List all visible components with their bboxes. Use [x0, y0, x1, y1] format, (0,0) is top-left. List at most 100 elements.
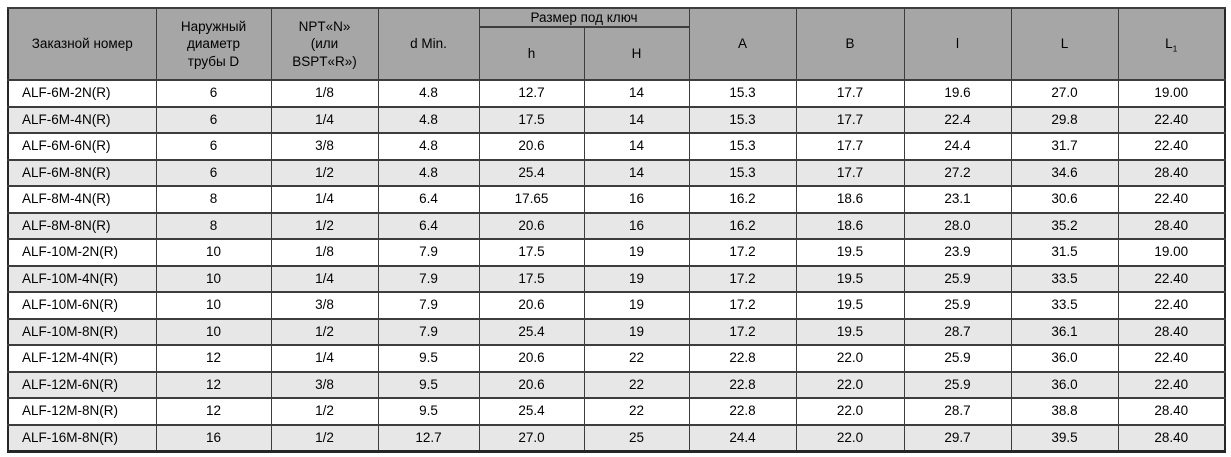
cell-value: 31.5 [1010, 238, 1119, 267]
cell-value: 27.0 [1010, 79, 1119, 108]
col-header-b: B [795, 7, 905, 81]
cell-value: 7.9 [377, 317, 480, 346]
cell-value: 4.8 [377, 132, 480, 161]
cell-value: 9.5 [377, 397, 480, 426]
cell-value: 17.2 [688, 264, 797, 293]
cell-value: 28.7 [903, 317, 1012, 346]
cell-value: 17.2 [688, 291, 797, 320]
cell-value: 4.8 [377, 105, 480, 134]
cell-order-number: ALF-10M-2N(R) [7, 238, 157, 267]
cell-value: 19.5 [795, 264, 905, 293]
cell-value: 22 [583, 344, 690, 373]
cell-value: 22 [583, 397, 690, 426]
cell-value: 4.8 [377, 158, 480, 187]
cell-value: 22.0 [795, 344, 905, 373]
cell-value: 1/2 [270, 158, 379, 187]
cell-value: 12 [155, 344, 272, 373]
cell-value: 17.2 [688, 317, 797, 346]
cell-value: 10 [155, 264, 272, 293]
cell-value: 22.40 [1117, 185, 1226, 214]
cell-value: 16 [155, 423, 272, 452]
cell-value: 22.40 [1117, 344, 1226, 373]
cell-value: 19 [583, 264, 690, 293]
cell-value: 25.9 [903, 264, 1012, 293]
cell-value: 36.0 [1010, 370, 1119, 399]
cell-value: 19 [583, 317, 690, 346]
cell-value: 8 [155, 185, 272, 214]
cell-order-number: ALF-10M-8N(R) [7, 317, 157, 346]
cell-value: 3/8 [270, 370, 379, 399]
cell-value: 38.8 [1010, 397, 1119, 426]
col-header-a: A [688, 7, 797, 81]
cell-value: 16.2 [688, 185, 797, 214]
cell-value: 6 [155, 79, 272, 108]
cell-value: 3/8 [270, 291, 379, 320]
table-row: ALF-6M-6N(R) 6 3/8 4.8 20.6 14 15.3 17.7 24.4 31.… [7, 132, 1226, 161]
cell-value: 22.8 [688, 370, 797, 399]
l1-base: L [1165, 36, 1173, 52]
cell-value: 25.4 [478, 158, 585, 187]
cell-value: 8 [155, 211, 272, 240]
cell-value: 6.4 [377, 185, 480, 214]
cell-value: 1/4 [270, 185, 379, 214]
table-row: ALF-10M-2N(R) 10 1/8 7.9 17.5 19 17.2 19.5 23.9 3… [7, 238, 1226, 267]
cell-value: 33.5 [1010, 264, 1119, 293]
table-row: ALF-6M-2N(R) 6 1/8 4.8 12.7 14 15.3 17.7 19.6 27.… [7, 79, 1226, 108]
cell-value: 9.5 [377, 370, 480, 399]
cell-value: 22.0 [795, 397, 905, 426]
cell-value: 12 [155, 397, 272, 426]
cell-value: 22.40 [1117, 132, 1226, 161]
cell-value: 28.40 [1117, 397, 1226, 426]
cell-value: 31.7 [1010, 132, 1119, 161]
cell-value: 17.65 [478, 185, 585, 214]
cell-value: 23.1 [903, 185, 1012, 214]
cell-value: 22.40 [1117, 291, 1226, 320]
table-body: ALF-6M-2N(R) 6 1/8 4.8 12.7 14 15.3 17.7 19.6 27.… [7, 79, 1226, 452]
cell-value: 12.7 [377, 423, 480, 452]
cell-order-number: ALF-6M-4N(R) [7, 105, 157, 134]
cell-value: 15.3 [688, 158, 797, 187]
cell-value: 25.4 [478, 397, 585, 426]
cell-order-number: ALF-6M-6N(R) [7, 132, 157, 161]
cell-value: 19.5 [795, 317, 905, 346]
cell-value: 25 [583, 423, 690, 452]
cell-value: 20.6 [478, 132, 585, 161]
table-row: ALF-12M-4N(R) 12 1/4 9.5 20.6 22 22.8 22.0 25.9 3… [7, 344, 1226, 373]
cell-order-number: ALF-10M-6N(R) [7, 291, 157, 320]
cell-value: 1/4 [270, 105, 379, 134]
cell-value: 14 [583, 132, 690, 161]
cell-value: 6.4 [377, 211, 480, 240]
cell-value: 19.00 [1117, 238, 1226, 267]
cell-value: 17.2 [688, 238, 797, 267]
cell-order-number: ALF-12M-8N(R) [7, 397, 157, 426]
cell-value: 25.9 [903, 291, 1012, 320]
cell-value: 19.00 [1117, 79, 1226, 108]
col-header-d-min: d Min. [377, 7, 480, 81]
cell-value: 33.5 [1010, 291, 1119, 320]
header-row-sub: h H [8, 26, 1225, 81]
cell-value: 22.0 [795, 370, 905, 399]
table-row: ALF-10M-4N(R) 10 1/4 7.9 17.5 19 17.2 19.5 25.9 3… [7, 264, 1226, 293]
cell-value: 35.2 [1010, 211, 1119, 240]
cell-value: 25.9 [903, 370, 1012, 399]
cell-value: 1/2 [270, 397, 379, 426]
cell-value: 19.5 [795, 238, 905, 267]
cell-value: 15.3 [688, 132, 797, 161]
cell-value: 28.40 [1117, 158, 1226, 187]
cell-value: 17.7 [795, 105, 905, 134]
cell-value: 10 [155, 291, 272, 320]
cell-value: 23.9 [903, 238, 1012, 267]
table-row: ALF-8M-8N(R) 8 1/2 6.4 20.6 16 16.2 18.6 28.0 35.… [7, 211, 1226, 240]
cell-value: 20.6 [478, 291, 585, 320]
cell-value: 39.5 [1010, 423, 1119, 452]
table-row: ALF-16M-8N(R) 16 1/2 12.7 27.0 25 24.4 22.0 29.7… [7, 423, 1226, 452]
cell-value: 6 [155, 105, 272, 134]
cell-value: 22.40 [1117, 264, 1226, 293]
cell-value: 1/2 [270, 211, 379, 240]
cell-value: 28.40 [1117, 317, 1226, 346]
cell-value: 27.0 [478, 423, 585, 452]
cell-value: 16 [583, 211, 690, 240]
header-row-top: Заказной номер Наружный диаметр трубы D … [7, 7, 1226, 81]
cell-value: 17.7 [795, 79, 905, 108]
